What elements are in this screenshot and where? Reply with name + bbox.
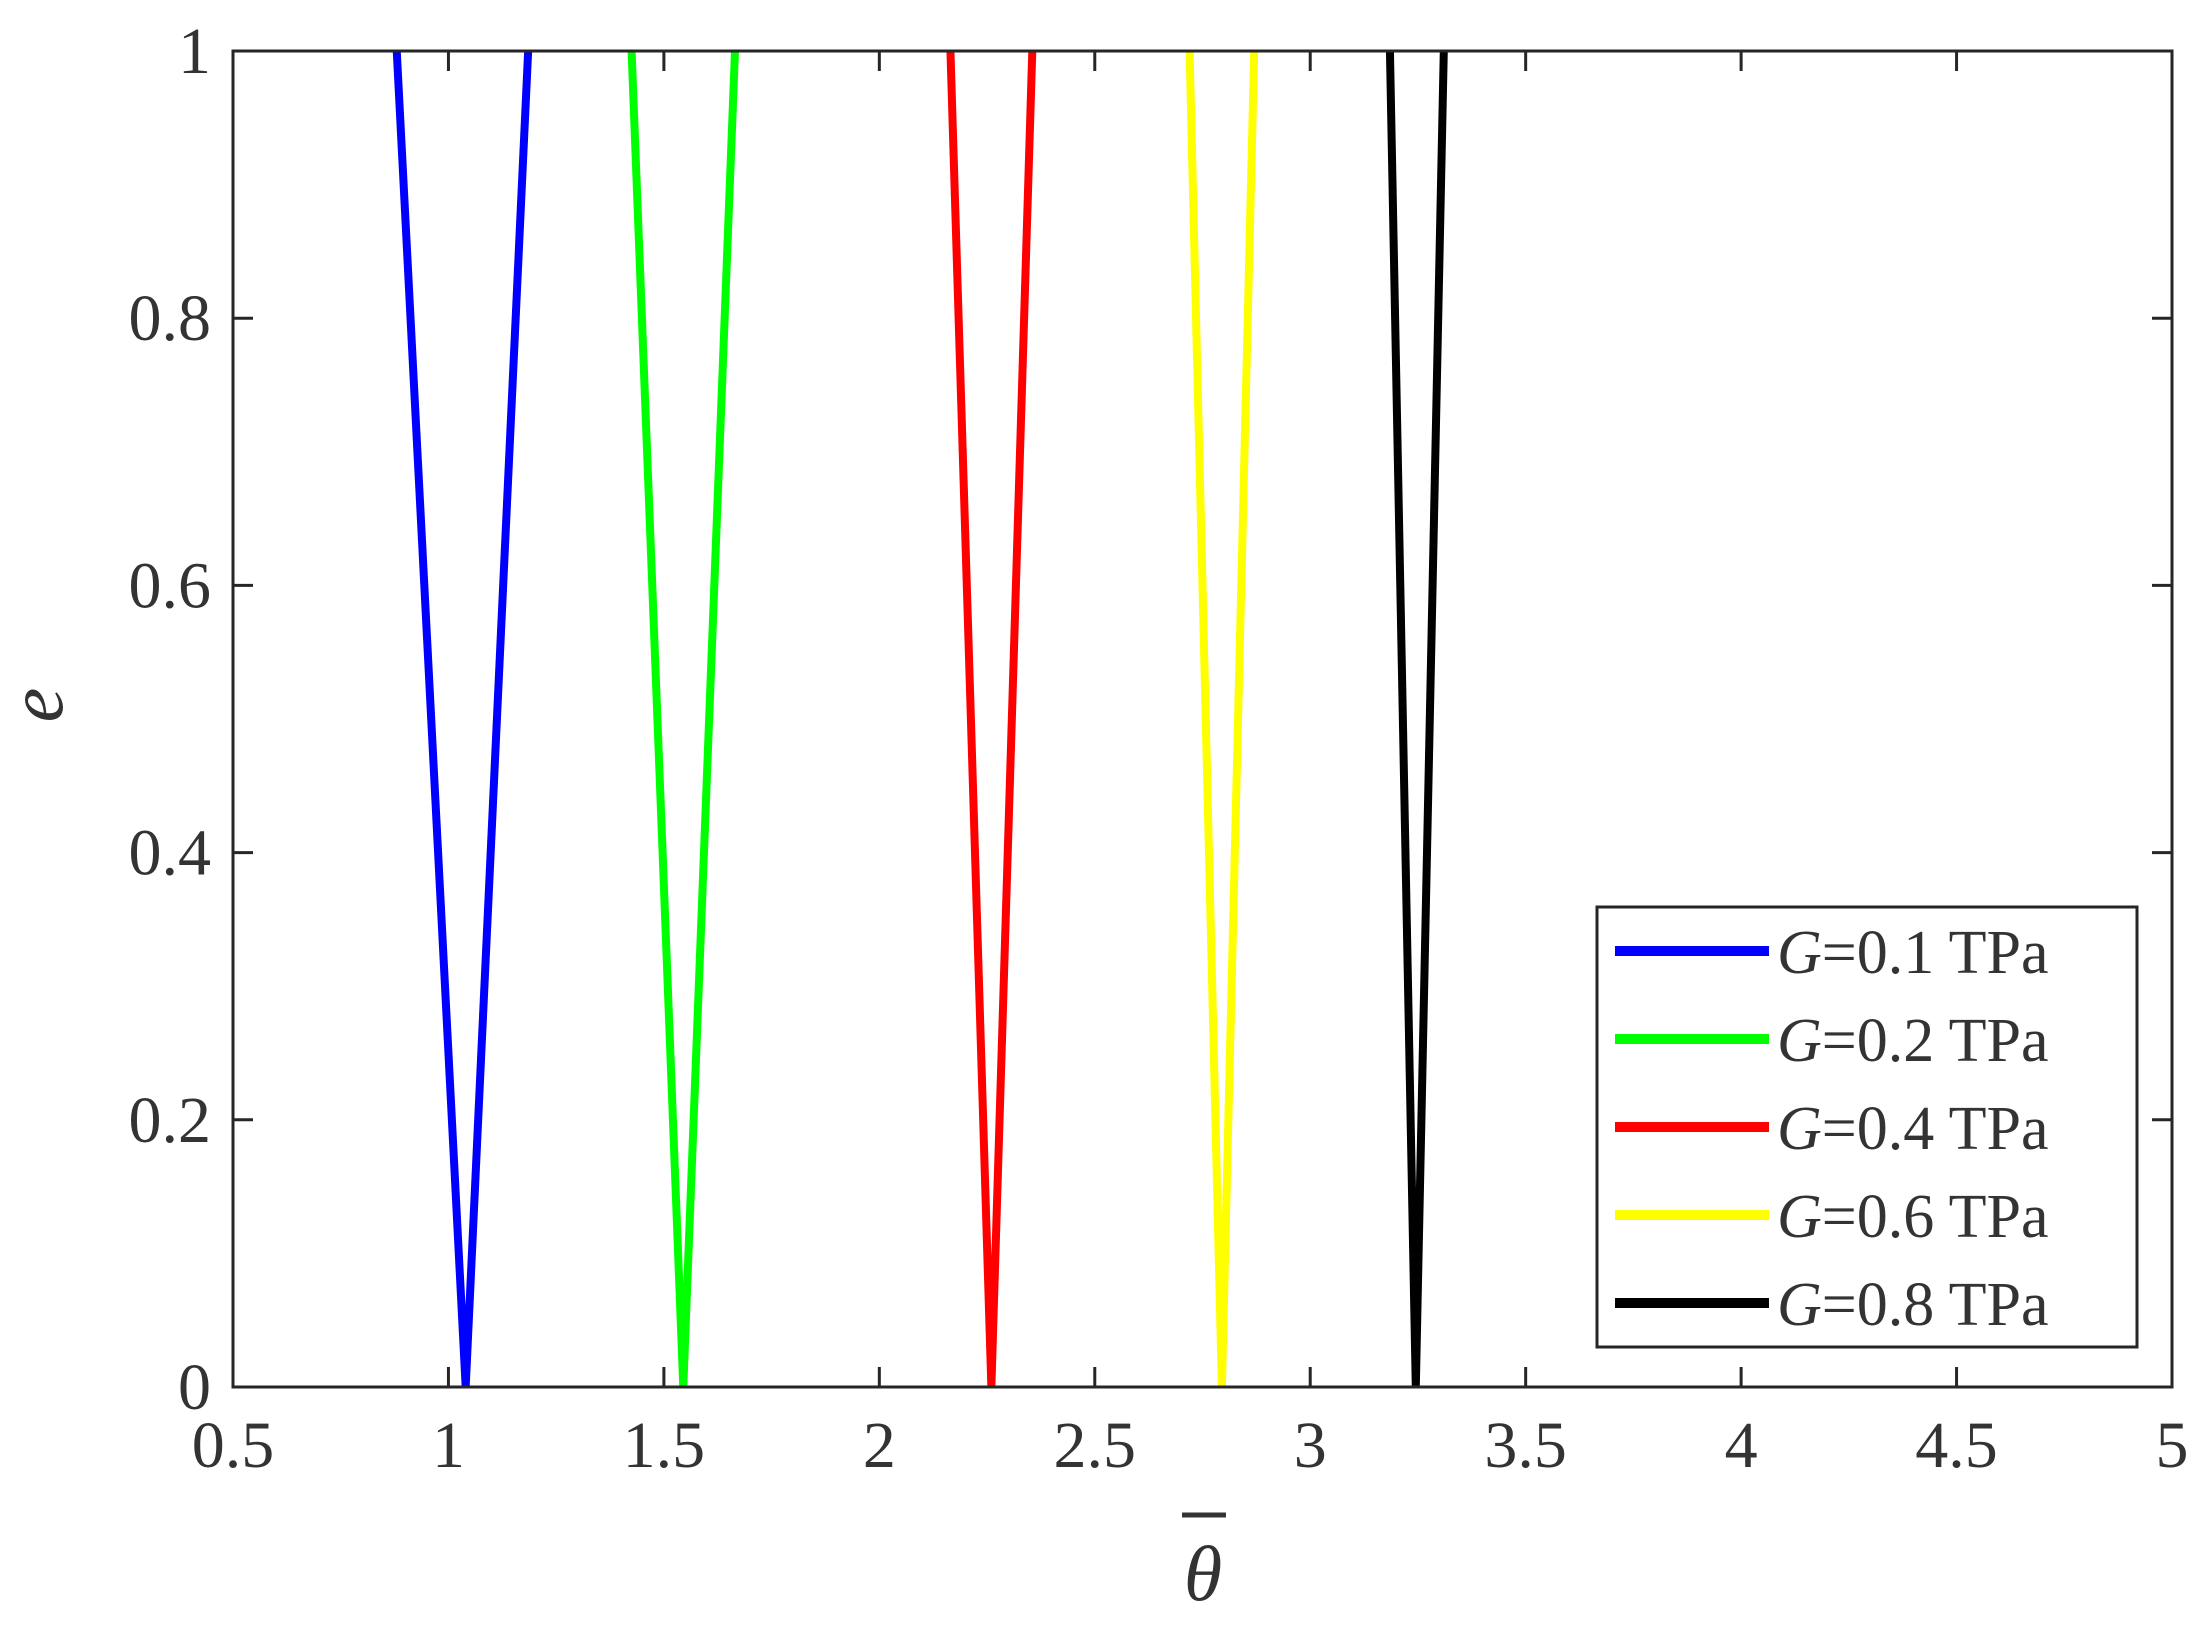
y-tick-label: 0.4 <box>129 817 212 890</box>
legend-label-prefix: G <box>1777 1095 1822 1163</box>
legend-label-5: G=0.8 TPa <box>1777 1271 2049 1339</box>
legend-label-prefix: G <box>1777 1007 1822 1075</box>
legend-label-4: G=0.6 TPa <box>1777 1183 2049 1251</box>
ticks-layer: 0.5 1 1.5 2 2.5 3 3.5 4 4.5 5 0 0.2 0.4 0.6 0.8 1 <box>129 15 2189 1482</box>
y-tick-label: 0.2 <box>129 1084 212 1157</box>
x-tick-label: 3 <box>1294 1409 1327 1482</box>
x-tick-label: 1 <box>432 1409 465 1482</box>
axes-layer <box>231 49 2174 1389</box>
x-tick-label: 2.5 <box>1054 1409 1137 1482</box>
legend-label-suffix: =0.8 TPa <box>1822 1271 2049 1339</box>
x-tick-label: 3.5 <box>1484 1409 1567 1482</box>
legend-label-prefix: G <box>1777 919 1822 987</box>
y-tick-label: 0 <box>178 1351 211 1424</box>
legend-label-3: G=0.4 TPa <box>1777 1095 2049 1163</box>
y-axis-label: e <box>0 688 79 723</box>
x-axis-label: θ <box>1184 1530 1222 1617</box>
x-tick-label: 4 <box>1725 1409 1758 1482</box>
legend-label-2: G=0.2 TPa <box>1777 1007 2049 1075</box>
y-tick-label: 0.6 <box>129 549 212 622</box>
y-tick-label: 1 <box>178 15 211 88</box>
legend-box <box>1595 905 2139 1349</box>
x-tick-label: 2 <box>863 1409 896 1482</box>
x-tick-label: 0.5 <box>192 1409 275 1482</box>
axis-labels: θ e <box>0 688 1226 1617</box>
axes-box <box>231 49 2174 1389</box>
y-tick-label: 0.8 <box>129 282 212 355</box>
legend-label-prefix: G <box>1777 1271 1822 1339</box>
x-tick-label: 4.5 <box>1915 1409 1998 1482</box>
x-tick-label: 5 <box>2156 1409 2189 1482</box>
legend-label-1: G=0.1 TPa <box>1777 919 2049 987</box>
legend-label-prefix: G <box>1777 1183 1822 1251</box>
legend-label-suffix: =0.1 TPa <box>1822 919 2049 987</box>
legend-label-suffix: =0.4 TPa <box>1822 1095 2049 1163</box>
legend-label-suffix: =0.6 TPa <box>1822 1183 2049 1251</box>
x-tick-label: 1.5 <box>623 1409 706 1482</box>
legend-label-suffix: =0.2 TPa <box>1822 1007 2049 1075</box>
